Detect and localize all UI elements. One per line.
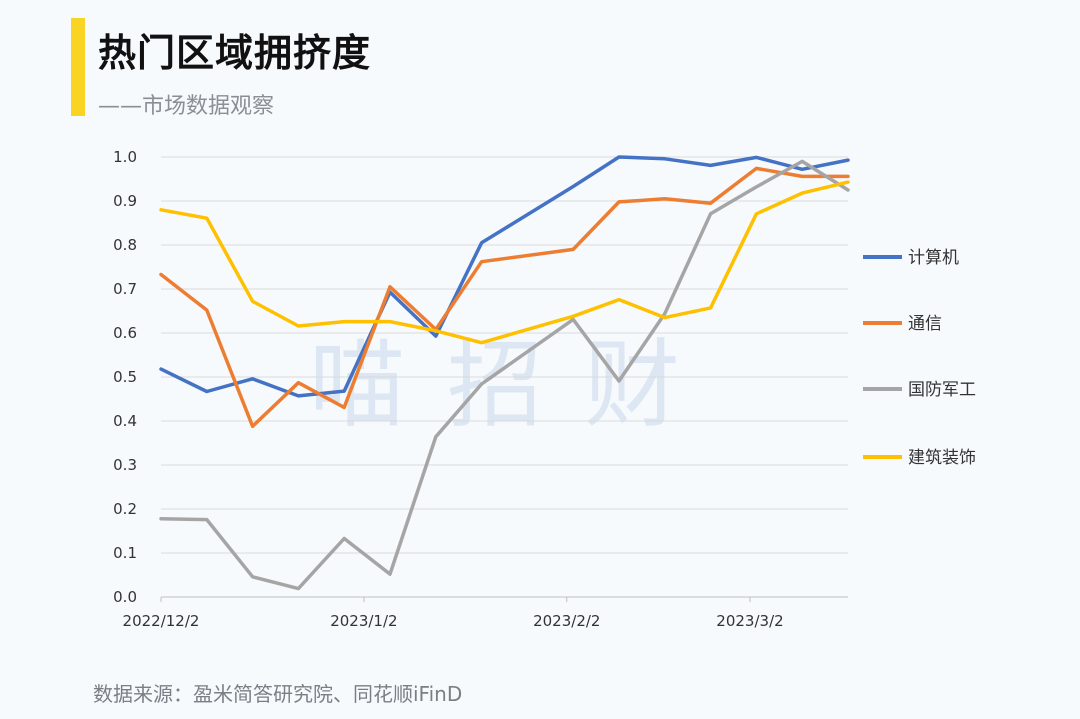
y-tick-label: 0.5 xyxy=(113,368,137,386)
y-tick-label: 0.3 xyxy=(113,456,137,474)
watermark-char: 招 xyxy=(447,329,543,441)
y-tick-label: 1.0 xyxy=(113,148,137,166)
page-title: 热门区域拥挤度 xyxy=(98,31,372,75)
legend-label: 通信 xyxy=(908,314,942,334)
watermark-char: 喵 xyxy=(309,329,405,441)
x-tick-label: 2022/12/2 xyxy=(123,612,200,630)
series-line xyxy=(159,155,850,398)
y-tick-label: 0.7 xyxy=(113,280,137,298)
legend-label: 计算机 xyxy=(908,248,959,268)
watermark-char: 财 xyxy=(584,329,680,441)
y-tick-label: 0.4 xyxy=(113,412,137,430)
y-tick-label: 0.6 xyxy=(113,324,137,342)
y-tick-label: 0.2 xyxy=(113,500,137,518)
series-line xyxy=(159,180,850,345)
data-source-note: 数据来源：盈米简答研究院、同花顺iFinD xyxy=(93,682,463,706)
x-tick-label: 2023/3/2 xyxy=(716,612,783,630)
x-tick-label: 2023/1/2 xyxy=(330,612,397,630)
series-line xyxy=(159,166,850,429)
y-tick-label: 0.8 xyxy=(113,236,137,254)
legend-label: 建筑装饰 xyxy=(908,448,976,468)
y-tick-label: 0.9 xyxy=(113,192,137,210)
page-subtitle: ——市场数据观察 xyxy=(98,94,275,119)
x-tick-label: 2023/2/2 xyxy=(533,612,600,630)
series-line xyxy=(159,159,850,591)
y-tick-label: 0.1 xyxy=(113,544,137,562)
title-accent-bar xyxy=(71,18,85,116)
legend-label: 国防军工 xyxy=(908,380,976,400)
y-tick-label: 0.0 xyxy=(113,588,137,606)
